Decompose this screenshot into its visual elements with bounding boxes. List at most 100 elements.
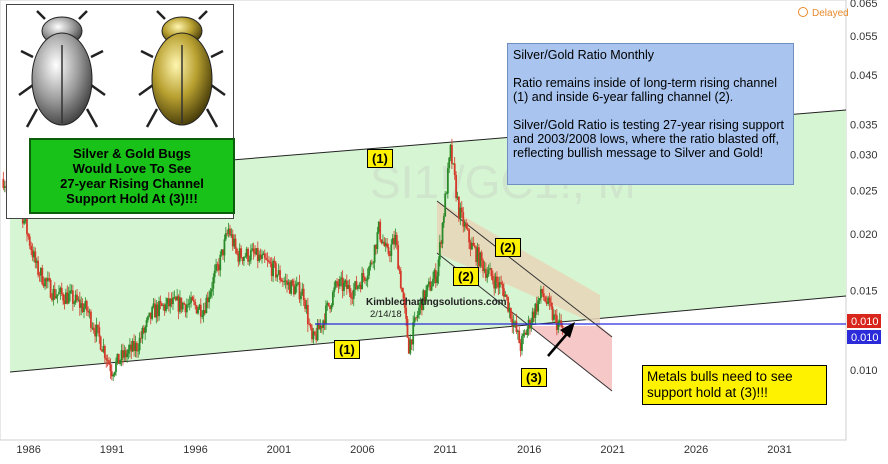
candle-body bbox=[45, 278, 48, 282]
candle-body bbox=[560, 320, 563, 326]
candle-body bbox=[183, 303, 186, 305]
candle-body bbox=[365, 280, 368, 282]
candle-body bbox=[48, 278, 51, 280]
candle-body bbox=[230, 234, 233, 236]
candle-body bbox=[350, 292, 352, 298]
candle-body bbox=[226, 233, 229, 235]
candle-body bbox=[185, 304, 188, 313]
candle-body bbox=[128, 344, 131, 350]
candle-body bbox=[451, 144, 453, 164]
candle-body bbox=[395, 234, 398, 246]
bugs-callout-line4: Support Hold At (3)!!! bbox=[66, 191, 198, 206]
candle-body bbox=[318, 323, 320, 330]
candle-body bbox=[453, 163, 456, 175]
candle-body bbox=[274, 262, 277, 278]
candle-body bbox=[313, 331, 316, 335]
candle-body bbox=[366, 275, 369, 281]
last-value-tag-blue-label: 0.010 bbox=[851, 332, 879, 344]
candle-body bbox=[530, 322, 533, 329]
commentary-para1: Ratio remains inside of long-term rising… bbox=[513, 76, 778, 104]
candle-body bbox=[120, 350, 123, 361]
candle-body bbox=[369, 262, 372, 268]
candle-body bbox=[516, 330, 519, 332]
candle-body bbox=[519, 343, 522, 351]
candle-body bbox=[26, 219, 28, 235]
candle-body bbox=[535, 303, 538, 312]
candle-body bbox=[173, 297, 176, 298]
candle-body bbox=[33, 251, 35, 258]
candle-body bbox=[174, 297, 177, 301]
delayed-status: Delayed bbox=[798, 7, 849, 19]
candle-body bbox=[445, 193, 448, 195]
candle-body bbox=[394, 234, 397, 245]
candle-body bbox=[483, 268, 486, 272]
candle-body bbox=[219, 254, 222, 271]
candle-body bbox=[538, 298, 541, 301]
candle-body bbox=[297, 282, 300, 284]
candle-body bbox=[258, 254, 261, 262]
y-tick-label: 0.030 bbox=[850, 150, 878, 162]
candle-body bbox=[312, 331, 315, 340]
candle-body bbox=[290, 280, 293, 294]
candle-body bbox=[348, 285, 351, 293]
candle-body bbox=[224, 233, 227, 240]
candle-body bbox=[486, 274, 489, 278]
candle-body bbox=[288, 282, 291, 294]
candle-body bbox=[333, 287, 336, 292]
candle-body bbox=[209, 291, 212, 297]
candle-body bbox=[144, 327, 147, 333]
candle-body bbox=[334, 281, 337, 288]
y-tick-label: 0.015 bbox=[850, 286, 878, 298]
candle-body bbox=[109, 364, 112, 372]
candle-body bbox=[326, 302, 329, 306]
candle-body bbox=[284, 280, 287, 282]
candle-body bbox=[231, 234, 234, 247]
candle-body bbox=[498, 282, 501, 288]
candle-body bbox=[386, 243, 389, 248]
candle-body bbox=[180, 297, 183, 310]
candle-body bbox=[91, 327, 94, 329]
candle-body bbox=[206, 297, 209, 303]
x-tick-label: 2026 bbox=[684, 444, 708, 456]
candle-body bbox=[273, 260, 276, 263]
candle-body bbox=[44, 278, 46, 287]
candle-body bbox=[152, 303, 155, 308]
candle-body bbox=[465, 223, 468, 229]
candle-body bbox=[429, 281, 432, 291]
candle-body bbox=[315, 334, 318, 341]
candle-body bbox=[375, 244, 377, 249]
candle-body bbox=[113, 372, 116, 375]
candle-body bbox=[537, 300, 540, 312]
candle-body bbox=[294, 286, 297, 295]
candle-body bbox=[345, 280, 348, 289]
candle-body bbox=[103, 345, 106, 359]
candle-body bbox=[471, 242, 473, 250]
candle-body bbox=[401, 288, 404, 293]
candle-body bbox=[397, 245, 400, 270]
candle-body bbox=[390, 244, 393, 256]
candle-body bbox=[357, 285, 359, 289]
candle-body bbox=[500, 282, 503, 284]
candle-body bbox=[211, 288, 213, 292]
candle-body bbox=[379, 221, 382, 240]
candle-body bbox=[355, 281, 358, 289]
candle-body bbox=[241, 257, 244, 261]
beetle-illustration bbox=[18, 10, 226, 128]
candle-body bbox=[76, 294, 78, 301]
candle-body bbox=[343, 283, 345, 291]
candle-body bbox=[165, 303, 167, 311]
candle-body bbox=[227, 228, 230, 234]
candle-body bbox=[217, 264, 220, 271]
candle-body bbox=[34, 251, 37, 263]
last-value-tag-blue bbox=[847, 330, 881, 344]
candle-body bbox=[240, 248, 243, 258]
y-tick-label: 0.065 bbox=[850, 0, 878, 10]
label-channel-2-lower: (2) bbox=[453, 267, 479, 286]
candle-body bbox=[81, 303, 84, 312]
bugs-callout-line1: Silver & Gold Bugs bbox=[73, 146, 191, 161]
candle-body bbox=[293, 284, 295, 295]
candle-body bbox=[38, 274, 41, 276]
candle-body bbox=[249, 250, 252, 261]
candle-body bbox=[60, 287, 63, 295]
candle-body bbox=[163, 305, 166, 311]
